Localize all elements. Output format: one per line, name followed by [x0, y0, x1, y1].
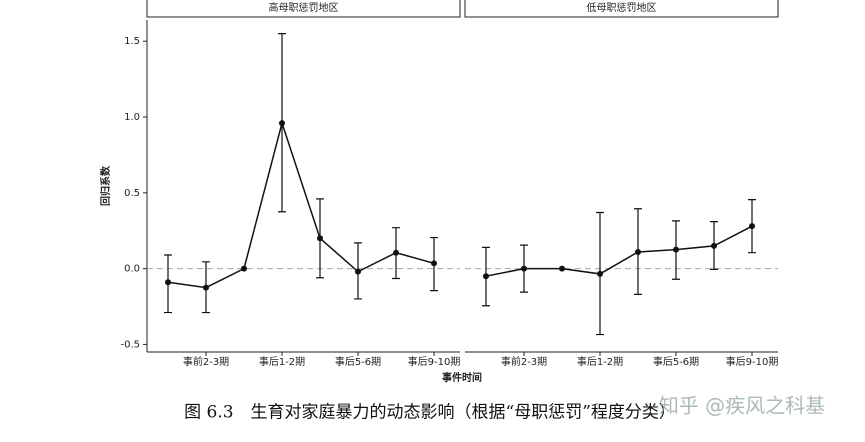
x-tick-label: 事前2-3期	[183, 355, 229, 368]
caption: 图 6.3 生育对家庭暴力的动态影响（根据“母职惩罚”程度分类）	[184, 403, 676, 423]
y-tick-label: 1.5	[124, 36, 140, 47]
facet-strip	[146, 0, 461, 18]
point	[559, 265, 565, 272]
y-tick-label: 1.0	[124, 112, 140, 123]
point	[635, 248, 641, 255]
x-tick-label: 事后9-10期	[408, 355, 461, 368]
x-tick-label: 事前2-3期	[501, 355, 547, 368]
y-tick-label: 0.0	[124, 264, 140, 275]
point	[241, 265, 247, 272]
point	[749, 223, 755, 230]
point	[431, 260, 437, 267]
point	[355, 268, 361, 275]
point	[279, 120, 285, 127]
point	[317, 235, 323, 242]
x-tick-label: 事后5-6期	[653, 355, 699, 368]
facet-title: 低母职惩罚地区	[587, 1, 657, 14]
point	[711, 242, 717, 249]
series-line	[167, 120, 435, 289]
x-tick-label: 事后9-10期	[726, 355, 779, 368]
watermark: 知乎 @疾风之科基	[659, 394, 825, 418]
series-line	[485, 225, 753, 277]
point	[483, 273, 489, 280]
x-axis-label: 事件时间	[442, 371, 482, 384]
point	[393, 249, 399, 256]
x-tick-label: 事后1-2期	[577, 355, 623, 368]
y-tick-label: 0.5	[124, 188, 140, 199]
x-tick-label: 事后1-2期	[259, 355, 305, 368]
y-axis-label: 回归系数	[99, 165, 112, 206]
facet-strip	[464, 0, 779, 18]
x-tick-label: 事后5-6期	[335, 355, 381, 368]
point	[673, 246, 679, 253]
facet-title: 高母职惩罚地区	[269, 1, 339, 14]
point	[597, 270, 603, 277]
y-tick-label: -0.5	[120, 339, 140, 350]
point	[203, 284, 209, 291]
point	[521, 265, 527, 272]
point	[165, 279, 171, 286]
